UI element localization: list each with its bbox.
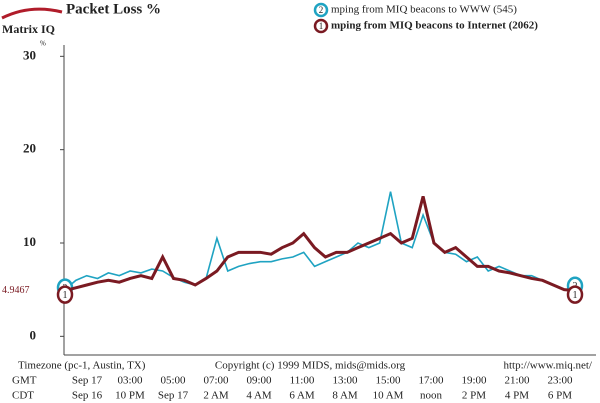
series-line: [64, 191, 576, 291]
x-tick-label: 21:00: [504, 375, 530, 387]
series-line: [64, 195, 576, 293]
x-tick-label: 03:00: [117, 375, 143, 387]
legend-marker: [313, 2, 329, 18]
legend-label: mping from MIQ beacons to WWW (545): [331, 4, 517, 16]
x-tick-label: 15:00: [375, 375, 401, 387]
footer-text: http://www.miq.net/: [503, 360, 592, 372]
series-end-marker: [566, 285, 584, 304]
x-tick-label: Sep 17: [72, 375, 103, 387]
x-tick-label: 6 AM: [289, 390, 315, 402]
y-tick-label: 30: [23, 47, 36, 62]
logo: Matrix IQ: [2, 22, 55, 36]
x-tick-label: 11:00: [290, 375, 315, 387]
x-tick-label: 4 AM: [246, 390, 272, 402]
logo-swoosh: [1, 7, 63, 20]
footer-text: Timezone (pc-1, Austin, TX): [18, 360, 146, 372]
x-tick-label: 17:00: [418, 375, 444, 387]
x-row-name: CDT: [12, 390, 34, 402]
series-end-label: 1: [63, 290, 68, 301]
footer-text: Copyright (c) 1999 MIDS, mids@mids.org: [215, 360, 406, 372]
legend-label: mping from MIQ beacons to Internet (2062…: [331, 20, 538, 32]
x-tick-label: Sep 16: [72, 390, 103, 402]
chart-title: Packet Loss %: [66, 1, 161, 17]
x-tick-label: 07:00: [203, 375, 229, 387]
x-tick-label: 23:00: [547, 375, 573, 387]
x-row-name: GMT: [12, 375, 37, 387]
x-tick-label: noon: [420, 390, 443, 402]
x-tick-label: 8 AM: [332, 390, 358, 402]
y-unit: %: [40, 40, 46, 48]
x-tick-label: 10 PM: [115, 390, 145, 402]
y-tick-label: 20: [23, 141, 36, 156]
value-annotation: 4.9467: [2, 285, 30, 296]
x-tick-label: 05:00: [160, 375, 186, 387]
x-tick-label: 2 AM: [203, 390, 229, 402]
legend-marker-label: 1: [319, 21, 324, 31]
x-tick-label: 2 PM: [462, 390, 486, 402]
legend-marker-label: 2: [319, 5, 324, 15]
x-tick-label: 09:00: [246, 375, 272, 387]
x-tick-label: 13:00: [332, 375, 358, 387]
x-tick-label: 4 PM: [505, 390, 529, 402]
series-end-marker: [56, 285, 74, 304]
x-tick-label: 6 PM: [548, 390, 572, 402]
y-tick-label: 10: [23, 234, 36, 249]
x-tick-label: 19:00: [461, 375, 487, 387]
y-tick-label: 0: [30, 327, 37, 342]
x-tick-label: Sep 17: [158, 390, 189, 402]
legend-marker: [313, 18, 329, 34]
series-end-label: 1: [573, 290, 578, 301]
x-tick-label: 10 AM: [373, 390, 404, 402]
